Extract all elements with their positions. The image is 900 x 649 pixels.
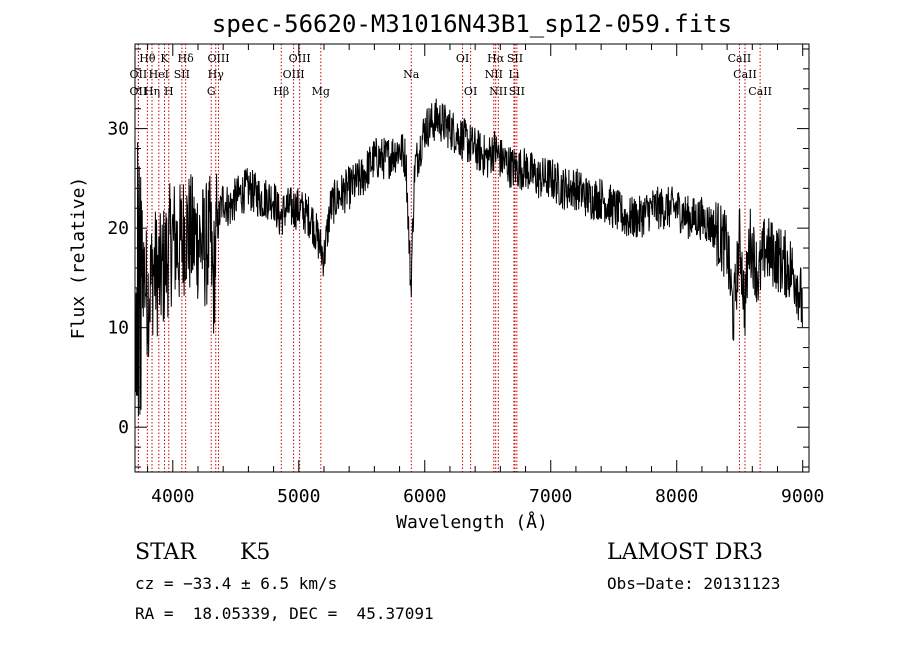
- spectral-line-label: OI: [464, 85, 477, 98]
- object-subclass: K5: [240, 540, 271, 565]
- spectral-line-label: Hα: [487, 52, 505, 65]
- spectral-line-label: Hθ: [139, 52, 156, 65]
- survey-name: LAMOST DR3: [607, 540, 763, 565]
- spectral-line-label: SII: [174, 68, 190, 81]
- spectral-line-label: SII: [507, 52, 523, 65]
- spectral-line-label: Hδ: [178, 52, 195, 65]
- y-axis-label: Flux (relative): [68, 177, 89, 340]
- spectral-line-label: SII: [509, 85, 525, 98]
- spectral-line-label: OIII: [283, 68, 305, 81]
- spectrum-line: [134, 98, 803, 417]
- x-tick-label: 6000: [403, 486, 446, 507]
- spectral-line-label: OII: [130, 85, 148, 98]
- observation-date: Obs−Date: 20131123: [607, 574, 781, 593]
- spectral-line-label: NII: [489, 85, 507, 98]
- spectral-line-label: OI: [456, 52, 469, 65]
- spectral-line-label: CaII: [728, 52, 752, 65]
- y-axis-ticks: 0 10 20 30: [107, 48, 809, 468]
- y-tick-label: 10: [107, 318, 129, 339]
- x-tick-label: 8000: [655, 486, 698, 507]
- x-tick-label: 5000: [277, 486, 320, 507]
- spectral-line-label: OIII: [289, 52, 311, 65]
- spectral-line-label: OII: [130, 68, 148, 81]
- x-axis-label: Wavelength (Å): [396, 511, 548, 533]
- y-tick-label: 20: [107, 218, 129, 239]
- spectral-line-label: CaII: [748, 85, 772, 98]
- x-tick-label: 7000: [529, 486, 572, 507]
- sky-coordinates: RA = 18.05339, DEC = 45.37091: [135, 604, 434, 623]
- spectral-line-label: G: [207, 85, 216, 98]
- redshift-velocity: cz = −33.4 ± 6.5 km/s: [135, 574, 338, 593]
- spectral-line-label: K: [160, 52, 169, 65]
- spectral-line-label: Hγ: [208, 68, 225, 81]
- spectral-line-label: OIII: [207, 52, 229, 65]
- y-tick-label: 30: [107, 119, 129, 140]
- spectral-line-label: CaII: [733, 68, 757, 81]
- spectral-line-label: HeI: [149, 68, 169, 81]
- spectral-line-label: Hβ: [273, 85, 289, 98]
- spectral-line-label: Mg: [312, 85, 330, 98]
- chart-title: spec-56620-M31016N43B1_sp12-059.fits: [212, 10, 732, 38]
- spectral-line-label: H: [164, 85, 174, 98]
- spectral-line-label: NII: [485, 68, 503, 81]
- x-axis-ticks: 4000 5000 6000 7000 8000 9000: [147, 44, 824, 507]
- spectral-line-markers: [137, 44, 761, 472]
- spectral-line-label: Hη: [144, 85, 160, 98]
- object-class: STAR: [135, 540, 196, 565]
- spectral-line-label: Na: [403, 68, 420, 81]
- x-tick-label: 9000: [781, 486, 824, 507]
- spectral-line-label: Li: [509, 68, 520, 81]
- x-tick-label: 4000: [151, 486, 194, 507]
- plot-frame: [134, 43, 810, 473]
- y-tick-label: 0: [118, 417, 129, 438]
